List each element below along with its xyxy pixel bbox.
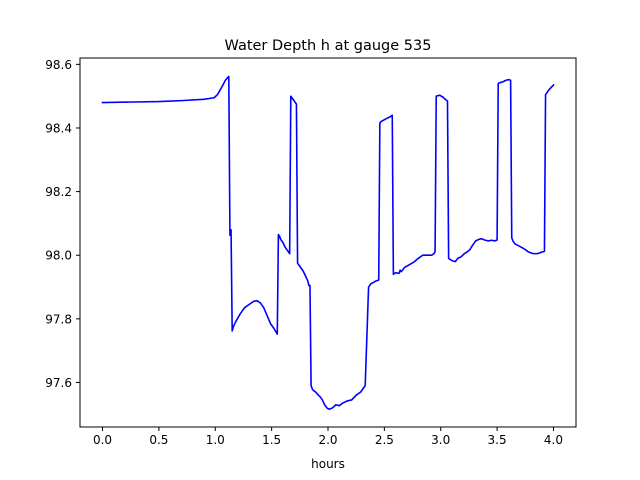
x-axis: 0.0 0.5 1.0 1.5 2.0 2.5 3.0 3.5 4.0 [93,427,563,447]
x-tick-label: 0.5 [149,433,168,447]
plot-area-frame [79,57,577,428]
y-tick-label: 98.6 [45,58,72,72]
x-tick-label: 3.5 [488,433,507,447]
x-axis-label: hours [311,457,345,471]
x-tick-label: 0.0 [93,433,112,447]
y-tick-label: 98.2 [45,185,72,199]
x-tick-label: 4.0 [544,433,563,447]
y-tick-label: 98.4 [45,121,72,135]
x-tick-label: 3.0 [431,433,450,447]
x-tick-label: 2.0 [318,433,337,447]
x-tick-label: 1.5 [262,433,281,447]
y-tick-label: 97.6 [45,376,72,390]
series-line-water-depth [101,75,555,410]
y-tick-label: 97.8 [45,312,72,326]
y-axis: 97.6 97.8 98.0 98.2 98.4 98.6 [45,58,80,390]
chart-title: Water Depth h at gauge 535 [225,38,432,54]
x-tick-label: 2.5 [375,433,394,447]
y-tick-label: 98.0 [45,249,72,263]
x-tick-label: 1.0 [206,433,225,447]
